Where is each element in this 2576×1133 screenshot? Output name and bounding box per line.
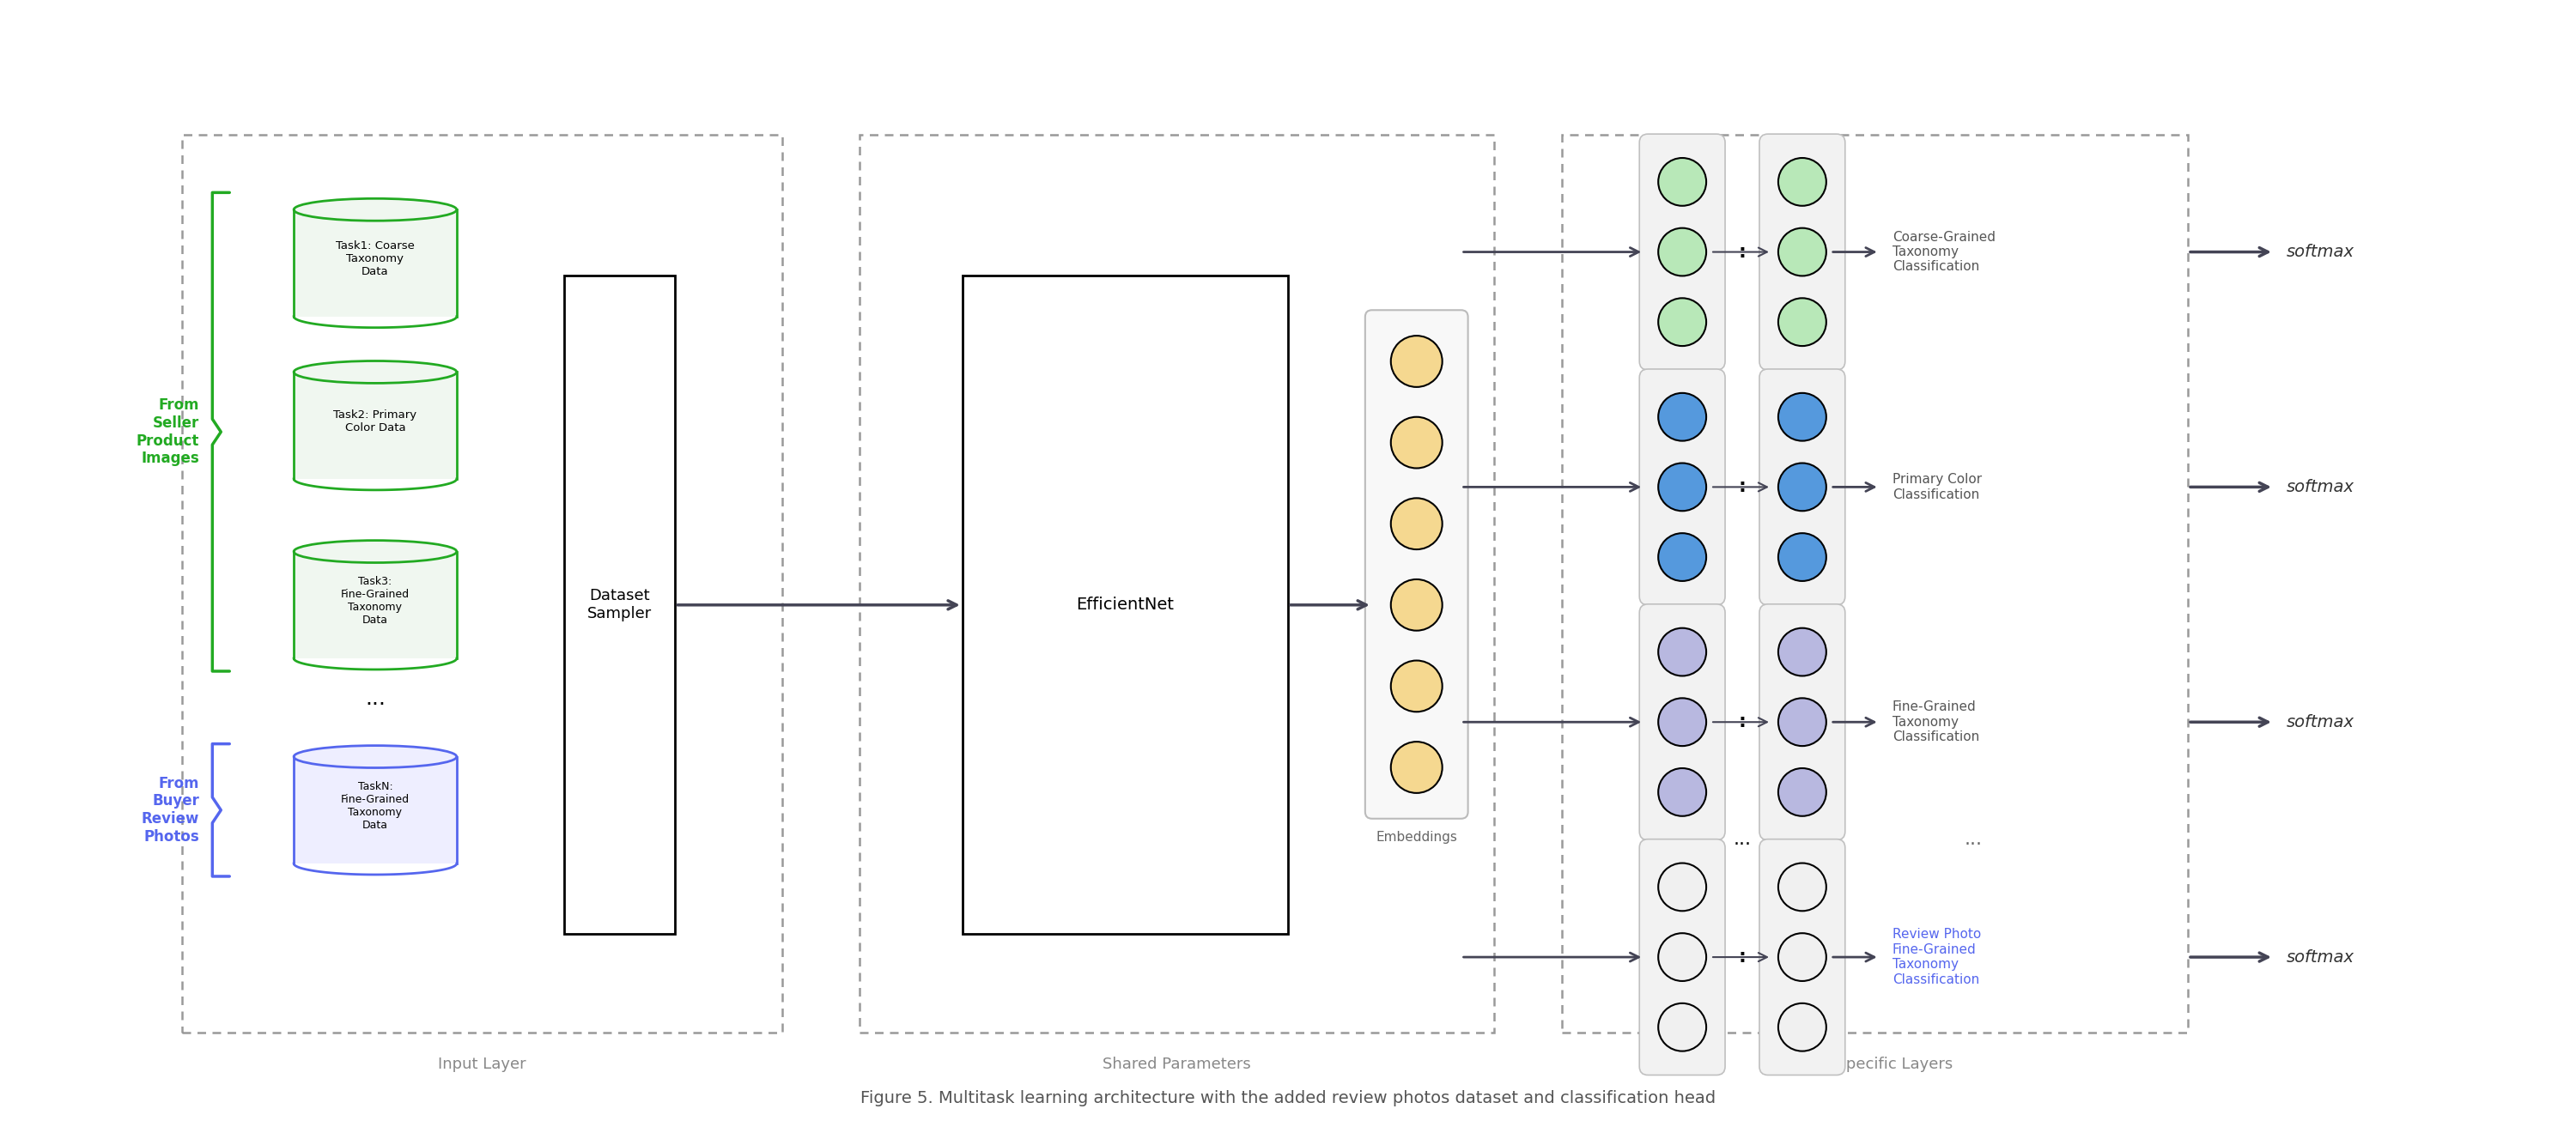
Circle shape: [1659, 768, 1705, 816]
Bar: [860, 135, 1494, 1032]
Ellipse shape: [294, 198, 456, 221]
Circle shape: [1777, 863, 1826, 911]
Text: ...: ...: [1734, 830, 1752, 849]
FancyBboxPatch shape: [1638, 604, 1726, 840]
Bar: [564, 276, 675, 934]
Circle shape: [1391, 742, 1443, 793]
Circle shape: [1777, 298, 1826, 346]
Text: softmax: softmax: [2287, 244, 2354, 261]
Circle shape: [1659, 628, 1705, 676]
FancyBboxPatch shape: [1759, 369, 1844, 605]
Circle shape: [1659, 1003, 1705, 1051]
FancyBboxPatch shape: [1638, 840, 1726, 1075]
Text: Review Photo
Fine-Grained
Taxonomy
Classification: Review Photo Fine-Grained Taxonomy Class…: [1893, 928, 1981, 986]
Text: Dataset
Sampler: Dataset Sampler: [587, 588, 652, 622]
Text: Task2: Primary
Color Data: Task2: Primary Color Data: [332, 409, 417, 433]
Bar: [294, 552, 456, 658]
Text: ...: ...: [366, 689, 386, 709]
Circle shape: [1659, 863, 1705, 911]
Bar: [183, 135, 783, 1032]
Circle shape: [1659, 463, 1705, 511]
Text: :: :: [1739, 948, 1747, 965]
Text: Input Layer: Input Layer: [438, 1056, 526, 1072]
Circle shape: [1777, 1003, 1826, 1051]
Text: Primary Color
Classification: Primary Color Classification: [1893, 474, 1981, 501]
Circle shape: [1659, 157, 1705, 206]
Circle shape: [1659, 298, 1705, 346]
Bar: [963, 276, 1288, 934]
FancyBboxPatch shape: [1365, 310, 1468, 819]
Circle shape: [1659, 698, 1705, 746]
Circle shape: [1659, 228, 1705, 276]
Circle shape: [1777, 934, 1826, 981]
Ellipse shape: [294, 361, 456, 383]
Text: softmax: softmax: [2287, 479, 2354, 495]
Circle shape: [1777, 463, 1826, 511]
Circle shape: [1777, 157, 1826, 206]
Text: :: :: [1739, 244, 1747, 261]
Text: TaskN:
Fine-Grained
Taxonomy
Data: TaskN: Fine-Grained Taxonomy Data: [340, 781, 410, 830]
Circle shape: [1777, 768, 1826, 816]
FancyBboxPatch shape: [1638, 134, 1726, 369]
FancyBboxPatch shape: [1759, 134, 1844, 369]
Text: Fine-Grained
Taxonomy
Classification: Fine-Grained Taxonomy Classification: [1893, 700, 1978, 743]
Text: Coarse-Grained
Taxonomy
Classification: Coarse-Grained Taxonomy Classification: [1893, 231, 1996, 273]
Circle shape: [1777, 393, 1826, 441]
Circle shape: [1777, 698, 1826, 746]
Text: Task3:
Fine-Grained
Taxonomy
Data: Task3: Fine-Grained Taxonomy Data: [340, 576, 410, 625]
Bar: [294, 757, 456, 863]
Circle shape: [1391, 335, 1443, 387]
Bar: [1561, 135, 2187, 1032]
Bar: [294, 372, 456, 479]
Text: :: :: [1739, 714, 1747, 731]
Text: From
Seller
Product
Images: From Seller Product Images: [137, 398, 198, 467]
Text: Task-Specific Layers: Task-Specific Layers: [1798, 1056, 1953, 1072]
Ellipse shape: [294, 746, 456, 768]
Text: EfficientNet: EfficientNet: [1077, 597, 1175, 613]
Circle shape: [1659, 534, 1705, 581]
Circle shape: [1659, 934, 1705, 981]
Text: Figure 5. Multitask learning architecture with the added review photos dataset a: Figure 5. Multitask learning architectur…: [860, 1090, 1716, 1106]
FancyBboxPatch shape: [1759, 840, 1844, 1075]
Text: Embeddings: Embeddings: [1376, 830, 1458, 843]
Text: softmax: softmax: [2287, 714, 2354, 730]
Circle shape: [1659, 393, 1705, 441]
Text: From
Buyer
Review
Photos: From Buyer Review Photos: [142, 776, 198, 844]
FancyBboxPatch shape: [1759, 604, 1844, 840]
Circle shape: [1391, 417, 1443, 468]
Circle shape: [1391, 579, 1443, 631]
Circle shape: [1777, 228, 1826, 276]
Circle shape: [1777, 628, 1826, 676]
Circle shape: [1391, 661, 1443, 712]
Bar: [294, 210, 456, 316]
Text: ...: ...: [1965, 830, 1984, 849]
Ellipse shape: [294, 540, 456, 563]
Text: softmax: softmax: [2287, 949, 2354, 965]
Text: Task1: Coarse
Taxonomy
Data: Task1: Coarse Taxonomy Data: [335, 240, 415, 278]
Text: :: :: [1739, 478, 1747, 495]
Circle shape: [1777, 534, 1826, 581]
FancyBboxPatch shape: [1638, 369, 1726, 605]
Text: Shared Parameters: Shared Parameters: [1103, 1056, 1252, 1072]
Circle shape: [1391, 499, 1443, 550]
